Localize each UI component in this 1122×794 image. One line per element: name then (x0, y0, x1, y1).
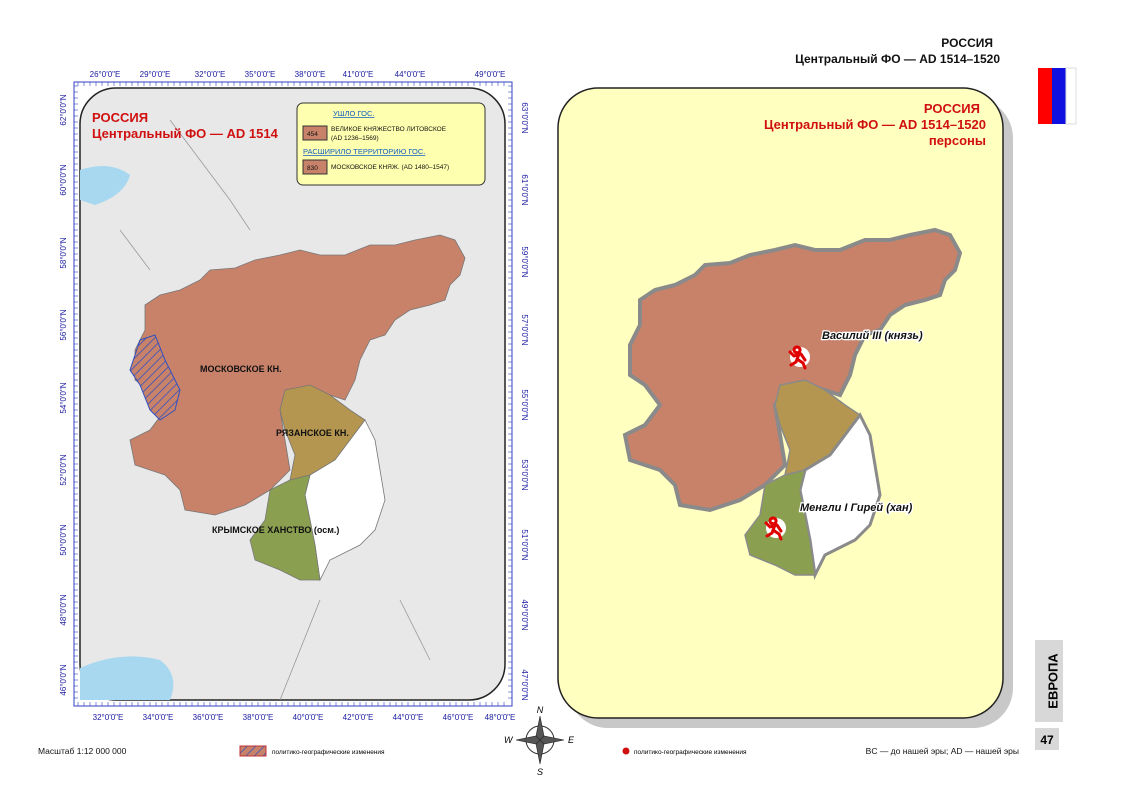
latitude-label: 59°0'0"N (520, 246, 529, 277)
longitude-label: 32°0'0"E (93, 713, 124, 722)
latitude-label: 63°0'0"N (520, 102, 529, 133)
compass-letter: N (537, 705, 544, 715)
right-map: РОССИЯ Центральный ФО — AD 1514–1520 пер… (557, 87, 1013, 728)
longitude-label: 34°0'0"E (143, 713, 174, 722)
compass-letter: W (504, 735, 514, 745)
latitude-label: 48°0'0"N (59, 594, 68, 625)
page-number: 47 (1040, 733, 1054, 747)
latitude-label: 54°0'0"N (59, 382, 68, 413)
latitude-label: 56°0'0"N (59, 309, 68, 340)
latitude-label: 55°0'0"N (520, 389, 529, 420)
legend-code: 454 (307, 131, 318, 138)
legend-label: ВЕЛИКОЕ КНЯЖЕСТВО ЛИТОВСКОЕ (331, 126, 447, 133)
legend-note: политико-географические изменения (634, 749, 747, 756)
map-subtitle: Центральный ФО — AD 1514–1520 (764, 117, 986, 132)
latitude-label: 50°0'0"N (59, 524, 68, 555)
page-subtitle: Центральный ФО — AD 1514–1520 (795, 52, 1000, 66)
longitude-label: 48°0'0"E (485, 713, 516, 722)
latitude-label: 51°0'0"N (520, 529, 529, 560)
latitude-label: 53°0'0"N (520, 459, 529, 490)
longitude-label: 40°0'0"E (293, 713, 324, 722)
map-subtitle: Центральный ФО — AD 1514 (92, 126, 279, 141)
person-icon (764, 516, 786, 541)
longitude-label: 44°0'0"E (395, 70, 426, 79)
longitude-label: 35°0'0"E (245, 70, 276, 79)
legend-heading: РАСШИРИЛО ТЕРРИТОРИЮ ГОС. (303, 147, 425, 156)
latitude-label: 52°0'0"N (59, 454, 68, 485)
compass-letter: S (537, 767, 543, 777)
map-title: РОССИЯ (924, 101, 980, 116)
longitude-label: 42°0'0"E (343, 713, 374, 722)
page-title: РОССИЯ (941, 36, 993, 50)
region-label: КРЫМСКОЕ ХАНСТВО (осм.) (212, 525, 339, 535)
longitude-label: 38°0'0"E (295, 70, 326, 79)
legend-label: МОСКОВСКОЕ КНЯЖ. (AD 1480–1547) (331, 164, 449, 171)
legend-note: политико-географические изменения (272, 749, 385, 756)
compass-letter: E (568, 735, 575, 745)
latitude-label: 61°0'0"N (520, 174, 529, 205)
latitude-label: 47°0'0"N (520, 669, 529, 700)
latitude-label: 62°0'0"N (59, 94, 68, 125)
longitude-label: 46°0'0"E (443, 713, 474, 722)
coordinate-ticks: 26°0'0"E 29°0'0"E 32°0'0"E 35°0'0"E 38°0'0"E… (59, 70, 529, 722)
legend-heading: УШЛО ГОС. (333, 109, 374, 118)
flag (1038, 67, 1077, 125)
scale-note: Масштаб 1:12 000 000 (38, 746, 127, 756)
region-label: МОСКОВСКОЕ КН. (200, 364, 282, 374)
person-label: Менгли I Гирей (хан) (800, 502, 913, 514)
longitude-label: 44°0'0"E (393, 713, 424, 722)
longitude-label: 36°0'0"E (193, 713, 224, 722)
map-title: РОССИЯ (92, 110, 148, 125)
legend-label: (AD 1236–1569) (331, 135, 379, 142)
longitude-label: 49°0'0"E (475, 70, 506, 79)
person-icon (788, 345, 810, 370)
region-label: РЯЗАНСКОЕ КН. (276, 428, 349, 438)
legend-code: 830 (307, 165, 318, 172)
latitude-label: 49°0'0"N (520, 599, 529, 630)
map-caption: персоны (929, 133, 986, 148)
latitude-label: 46°0'0"N (59, 664, 68, 695)
latitude-label: 58°0'0"N (59, 237, 68, 268)
era-note: BC — до нашей эры; AD — нашей эры (866, 746, 1019, 756)
compass-rose: N E S W (504, 705, 575, 777)
longitude-label: 32°0'0"E (195, 70, 226, 79)
latitude-label: 60°0'0"N (59, 164, 68, 195)
left-map: РОССИЯ Центральный ФО — AD 1514 УШЛО ГОС… (73, 81, 513, 707)
person-label: Василий III (князь) (822, 330, 923, 342)
longitude-label: 38°0'0"E (243, 713, 274, 722)
longitude-label: 26°0'0"E (90, 70, 121, 79)
section-tab: ЕВРОПА (1045, 653, 1060, 709)
longitude-label: 41°0'0"E (343, 70, 374, 79)
latitude-label: 57°0'0"N (520, 314, 529, 345)
longitude-label: 29°0'0"E (140, 70, 171, 79)
